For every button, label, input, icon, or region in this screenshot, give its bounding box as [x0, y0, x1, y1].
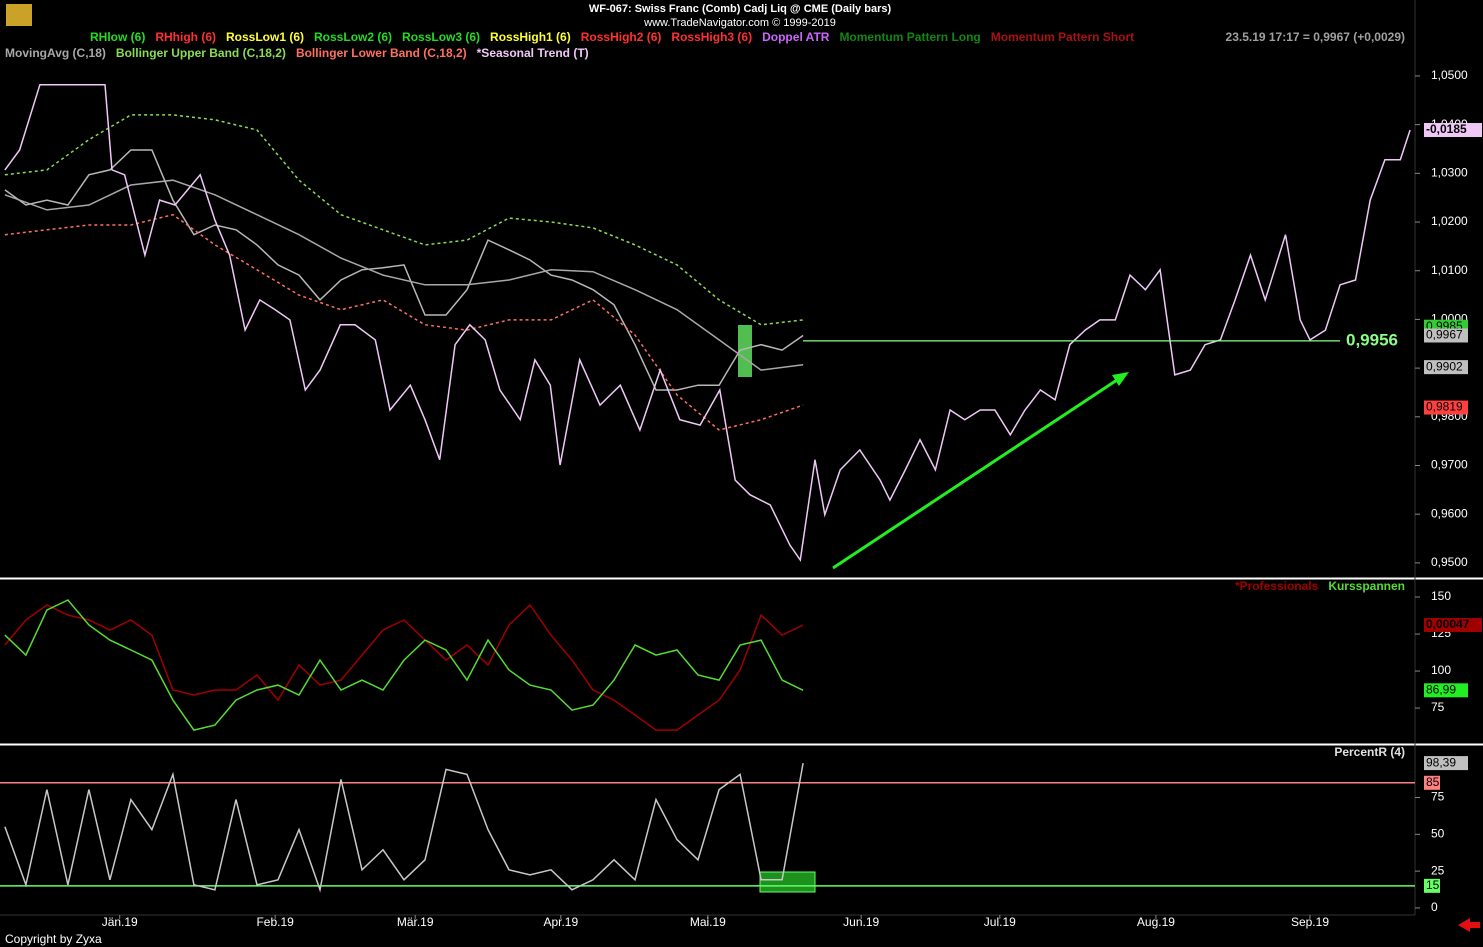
value-box-label: 0,9902 [1426, 359, 1463, 373]
x-tick-label: Jul.19 [984, 915, 1016, 929]
arrow-shaft [832, 376, 1121, 570]
legend-entry: Momentum Pattern Short [991, 30, 1134, 44]
value-box [1424, 328, 1468, 343]
y-tick-label: 0,9700 [1431, 458, 1468, 472]
value-box [1424, 360, 1468, 375]
y-tick-label: 1,0200 [1431, 214, 1468, 228]
legend-entry: RossHigh3 (6) [671, 30, 752, 44]
highlight-box [759, 871, 816, 893]
y-tick-label: 1,0100 [1431, 263, 1468, 277]
legend-entry: PercentR (4) [1334, 745, 1405, 759]
value-box [1424, 123, 1482, 138]
legend-entry: RossLow1 (6) [226, 30, 304, 44]
value-box-label: 0,00047 [1426, 617, 1470, 631]
x-tick-label: Feb.19 [256, 915, 294, 929]
value-box-label: 85 [1426, 775, 1440, 789]
legend-entry: Momentum Pattern Long [839, 30, 980, 44]
quote: 23.5.19 17:17 = 0,9967 (+0,0029) [1226, 30, 1405, 44]
value-box [1424, 400, 1468, 415]
legend-entry: RossLow3 (6) [402, 30, 480, 44]
series-line [4, 83, 1411, 562]
y-tick-label: 25 [1431, 863, 1445, 877]
legend-entry: Bollinger Lower Band (C,18,2) [296, 46, 467, 60]
nav-arrow[interactable] [1458, 918, 1480, 932]
arrow-head [1112, 372, 1129, 386]
x-tick-label: Jän.19 [102, 915, 138, 929]
value-box [1424, 756, 1468, 771]
level-label: 0,9956 [1346, 330, 1398, 349]
x-tick-label: Sep.19 [1291, 915, 1329, 929]
series-line [4, 114, 804, 326]
x-tick-label: Apr.19 [543, 915, 578, 929]
y-tick-label: 150 [1431, 589, 1451, 603]
y-tick-label: 75 [1431, 790, 1445, 804]
logo-icon [6, 4, 32, 26]
legend-entry: *Seasonal Trend (T) [477, 46, 589, 60]
legend-entry: RHlow (6) [90, 30, 145, 44]
value-box [1424, 878, 1440, 893]
value-box-label: 86,99 [1426, 682, 1456, 696]
trend-arrow [832, 372, 1129, 570]
y-tick-label: 0,9600 [1431, 506, 1468, 520]
value-box-label: 15 [1426, 878, 1440, 892]
x-tick-label: Jun.19 [843, 915, 879, 929]
legend-entry: MovingAvg (C,18) [5, 46, 106, 60]
y-tick-label: 75 [1431, 700, 1445, 714]
value-box [1424, 683, 1468, 698]
legend-entry: RossLow2 (6) [314, 30, 392, 44]
x-tick-label: Aug.19 [1137, 915, 1175, 929]
legend-entry: Kursspannen [1328, 579, 1405, 593]
value-box-label: -0,0185 [1426, 122, 1467, 136]
y-tick-label: 100 [1431, 663, 1451, 677]
y-tick-label: 0 [1431, 900, 1438, 914]
copyright: Copyright by Zyxa [5, 932, 102, 946]
series-line [4, 603, 804, 731]
chart-title: WF-067: Swiss Franc (Comb) Cadj Liq @ CM… [589, 3, 892, 15]
highlight-box [738, 325, 752, 377]
legend-entry: RossHigh1 (6) [490, 30, 571, 44]
y-tick-label: 50 [1431, 826, 1445, 840]
y-tick-label: 0,9500 [1431, 555, 1468, 569]
y-tick-label: 1,0500 [1431, 68, 1468, 82]
chart-subtitle: www.TradeNavigator.com © 1999-2019 [643, 17, 836, 29]
series-line [4, 599, 804, 731]
value-box-label: 0,9819 [1426, 400, 1463, 414]
legend-entry: RHhigh (6) [155, 30, 216, 44]
x-tick-label: Mai.19 [690, 915, 726, 929]
value-box-label: 0,9967 [1426, 328, 1463, 342]
x-tick-label: Mär.19 [397, 915, 434, 929]
legend-entry: RossHigh2 (6) [581, 30, 662, 44]
logo [6, 4, 32, 26]
legend-entry: Bollinger Upper Band (C,18,2) [116, 46, 286, 60]
series-line [4, 179, 804, 371]
series-line [4, 149, 804, 391]
value-box [1424, 618, 1482, 633]
legend-entry: Doppel ATR [762, 30, 830, 44]
value-box-label: 98,39 [1426, 755, 1456, 769]
series-line [4, 213, 804, 431]
value-box [1424, 775, 1440, 790]
series-line [4, 762, 804, 893]
legend-entry: *Professionals [1235, 579, 1319, 593]
y-tick-label: 1,0300 [1431, 166, 1468, 180]
